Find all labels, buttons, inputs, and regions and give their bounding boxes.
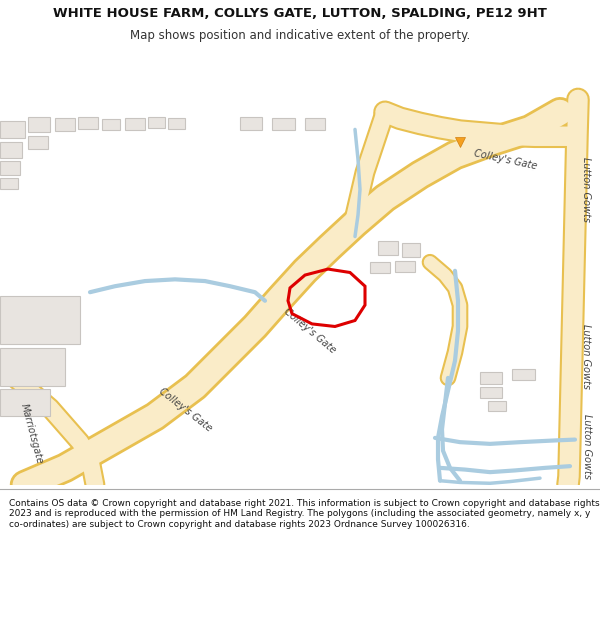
Polygon shape <box>480 388 502 398</box>
Polygon shape <box>55 118 75 131</box>
Text: Colley's Gate: Colley's Gate <box>157 386 214 433</box>
Polygon shape <box>0 348 65 386</box>
Text: Contains OS data © Crown copyright and database right 2021. This information is : Contains OS data © Crown copyright and d… <box>9 499 599 529</box>
Polygon shape <box>0 389 50 416</box>
Polygon shape <box>0 161 20 175</box>
Polygon shape <box>102 119 120 130</box>
Polygon shape <box>240 116 262 130</box>
Text: Lutton Gowts: Lutton Gowts <box>582 414 592 479</box>
Text: Colley's Gate: Colley's Gate <box>282 306 338 355</box>
Text: Marriotsgate: Marriotsgate <box>19 402 45 465</box>
Polygon shape <box>78 116 98 129</box>
Polygon shape <box>0 296 80 344</box>
Polygon shape <box>402 243 420 257</box>
Text: Lutton Gowts: Lutton Gowts <box>581 324 591 389</box>
Polygon shape <box>0 121 25 138</box>
Polygon shape <box>488 401 506 411</box>
Polygon shape <box>28 136 48 149</box>
Text: Map shows position and indicative extent of the property.: Map shows position and indicative extent… <box>130 29 470 42</box>
Polygon shape <box>168 118 185 129</box>
Polygon shape <box>28 116 50 132</box>
Polygon shape <box>378 241 398 256</box>
Polygon shape <box>512 369 535 381</box>
Text: Colley's Gate: Colley's Gate <box>473 148 538 171</box>
Polygon shape <box>395 261 415 272</box>
Polygon shape <box>272 118 295 130</box>
Text: WHITE HOUSE FARM, COLLYS GATE, LUTTON, SPALDING, PE12 9HT: WHITE HOUSE FARM, COLLYS GATE, LUTTON, S… <box>53 7 547 20</box>
Polygon shape <box>305 118 325 130</box>
Polygon shape <box>480 372 502 384</box>
Text: Lutton Gowts: Lutton Gowts <box>581 157 591 222</box>
Polygon shape <box>148 116 165 128</box>
Polygon shape <box>0 178 18 189</box>
Polygon shape <box>0 142 22 158</box>
Polygon shape <box>125 118 145 130</box>
Polygon shape <box>370 262 390 273</box>
